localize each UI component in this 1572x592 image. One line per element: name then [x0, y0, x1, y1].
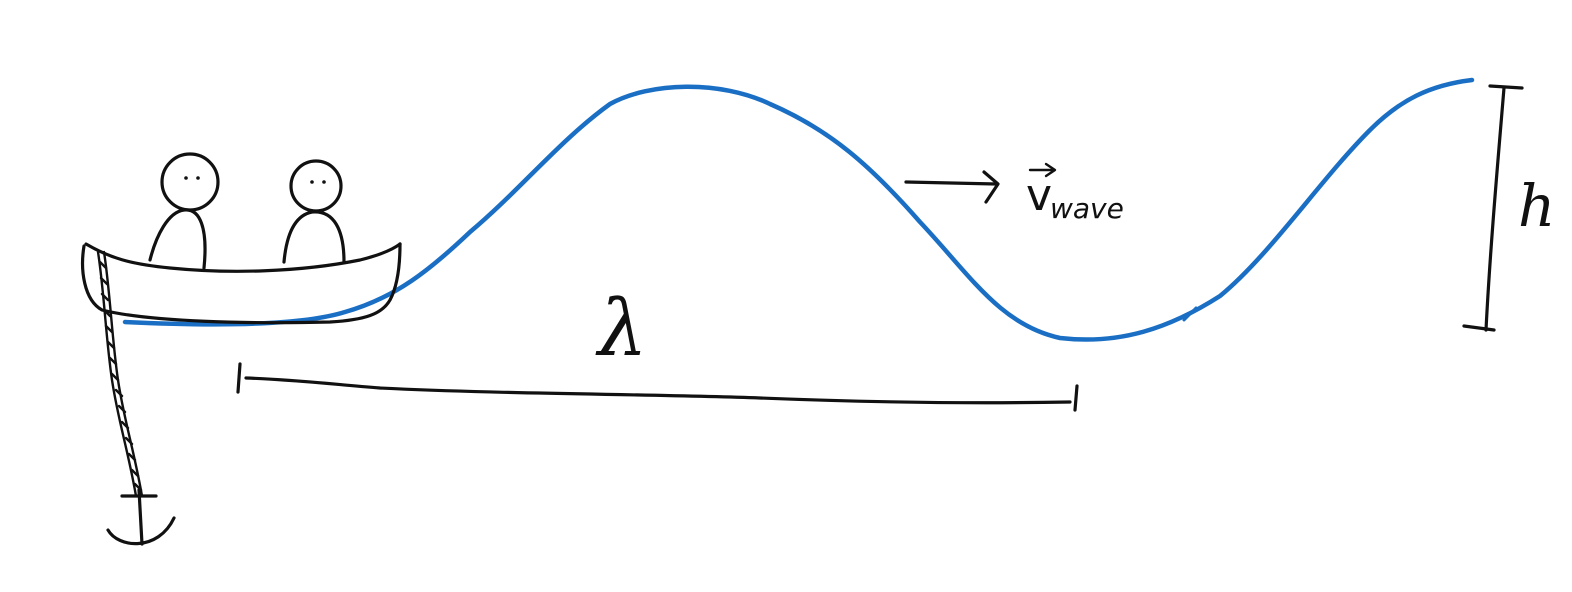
person-right: [282, 159, 346, 264]
boat-rim: [84, 242, 402, 273]
person-left: [148, 152, 220, 270]
wavelength-tick-right: [1073, 384, 1079, 412]
velocity-label: v: [1026, 170, 1052, 221]
boat: [80, 242, 402, 325]
person-left-body: [148, 208, 207, 270]
height-line: [1484, 86, 1506, 332]
person-right-eye: [322, 180, 326, 184]
height-tick-bottom: [1462, 324, 1496, 332]
wave-nick: [1182, 306, 1198, 322]
anchor-icon: [106, 488, 176, 546]
person-right-eye: [310, 180, 314, 184]
wavelength-label: λ: [595, 284, 647, 374]
boat-hull: [80, 242, 402, 325]
person-right-head: [289, 159, 343, 213]
anchor-chain: [96, 250, 144, 498]
arrow-shaft: [904, 180, 998, 186]
person-left-head: [160, 152, 220, 212]
water-wave: [122, 77, 1475, 342]
velocity-arrow: v wave: [904, 162, 1124, 225]
velocity-subscript: wave: [1050, 192, 1124, 225]
person-right-body: [282, 210, 346, 264]
arrow-head: [982, 170, 1000, 204]
person-left-eye: [196, 176, 200, 180]
height-tick-top: [1488, 84, 1524, 90]
wavelength-tick-left: [236, 362, 242, 394]
height-marker: h: [1462, 84, 1555, 332]
vector-arrow-over-v: [1028, 162, 1057, 178]
wavelength-marker: λ: [236, 284, 1079, 412]
height-label: h: [1518, 172, 1555, 240]
wavelength-line: [244, 376, 1072, 405]
person-left-eye: [184, 176, 188, 180]
